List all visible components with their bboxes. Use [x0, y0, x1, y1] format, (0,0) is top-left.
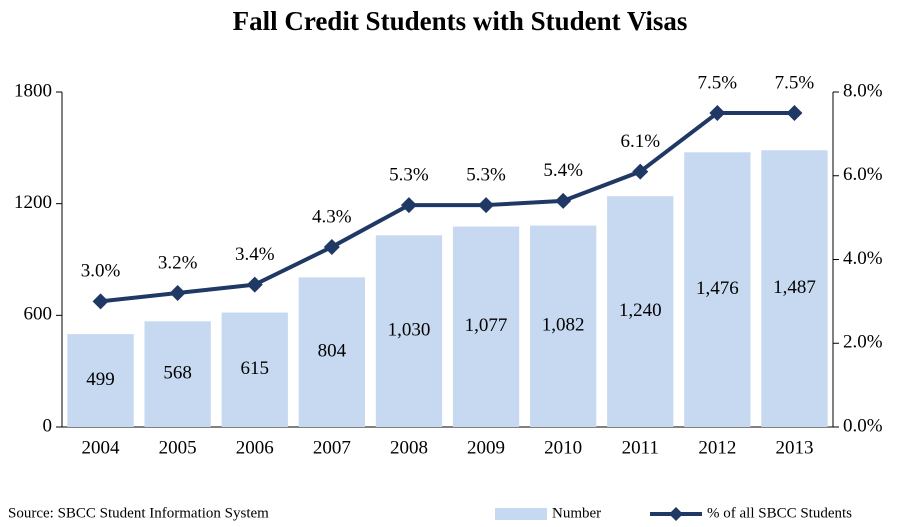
y2-tick-label: 0.0%: [843, 415, 883, 436]
y-tick-label: 1200: [14, 192, 52, 213]
line-marker: [478, 197, 495, 214]
x-tick-label: 2008: [390, 437, 428, 458]
y2-tick-label: 4.0%: [843, 248, 883, 269]
line-value-label: 7.5%: [775, 72, 815, 93]
bar-value-label: 499: [86, 369, 115, 390]
x-tick-label: 2011: [622, 437, 659, 458]
legend-marker: [669, 507, 683, 521]
x-tick-label: 2007: [313, 437, 351, 458]
bar-value-label: 1,487: [773, 277, 816, 298]
line-value-label: 3.4%: [235, 244, 275, 265]
y-tick-label: 1800: [14, 80, 52, 101]
bar: [529, 225, 597, 427]
bar: [298, 277, 366, 427]
bar-value-label: 1,082: [542, 315, 585, 336]
line-value-label: 6.1%: [620, 131, 660, 152]
line-marker: [786, 104, 803, 121]
line: [100, 110, 795, 304]
bar-value-label: 804: [318, 341, 347, 362]
y2-tick-label: 8.0%: [843, 80, 883, 101]
bar-value-label: 1,240: [619, 300, 662, 321]
line-value-label: 7.5%: [698, 72, 738, 93]
bar: [684, 152, 751, 428]
bar: [144, 321, 211, 427]
x-tick-label: 2012: [698, 437, 736, 458]
line-value-label: 3.0%: [81, 261, 121, 282]
line-value-label: 5.3%: [466, 164, 506, 185]
x-tick-label: 2006: [236, 437, 274, 458]
x-tick-label: 2009: [467, 437, 505, 458]
bar-value-label: 1,476: [696, 278, 739, 299]
x-tick-label: 2013: [775, 437, 813, 458]
y-tick-label: 0: [43, 415, 53, 436]
y2-tick-label: 2.0%: [843, 332, 883, 353]
bar: [452, 226, 520, 427]
line-marker: [400, 197, 417, 214]
bar-value-label: 615: [241, 358, 270, 379]
line-value-label: 5.3%: [389, 164, 429, 185]
line-marker: [555, 192, 572, 209]
line-marker: [632, 163, 649, 180]
line-value-label: 4.3%: [312, 206, 352, 227]
line-marker: [169, 285, 186, 301]
source-note: Source: SBCC Student Information System: [8, 505, 269, 521]
x-tick-label: 2004: [82, 437, 121, 458]
y2-tick-label: 6.0%: [843, 164, 883, 185]
line-marker: [709, 104, 726, 121]
bar: [607, 196, 674, 427]
bar-value-label: 1,030: [388, 320, 431, 341]
x-tick-label: 2010: [544, 437, 582, 458]
bar-value-label: 1,077: [465, 315, 508, 336]
chart-title: Fall Credit Students with Student Visas: [233, 6, 688, 36]
legend-label: Number: [552, 505, 601, 521]
y-tick-label: 600: [24, 304, 53, 325]
x-tick-label: 2005: [159, 437, 197, 458]
line-marker: [323, 238, 340, 255]
bar: [761, 150, 828, 427]
line-marker: [92, 293, 109, 310]
line-marker: [246, 276, 263, 293]
bar: [67, 334, 134, 427]
legend-swatch: [495, 508, 547, 520]
line-value-label: 5.4%: [543, 160, 583, 181]
bar: [375, 235, 443, 427]
line-value-label: 3.2%: [158, 252, 198, 273]
bar-value-label: 568: [163, 363, 192, 384]
bar: [221, 312, 288, 427]
legend-label: % of all SBCC Students: [707, 505, 852, 521]
